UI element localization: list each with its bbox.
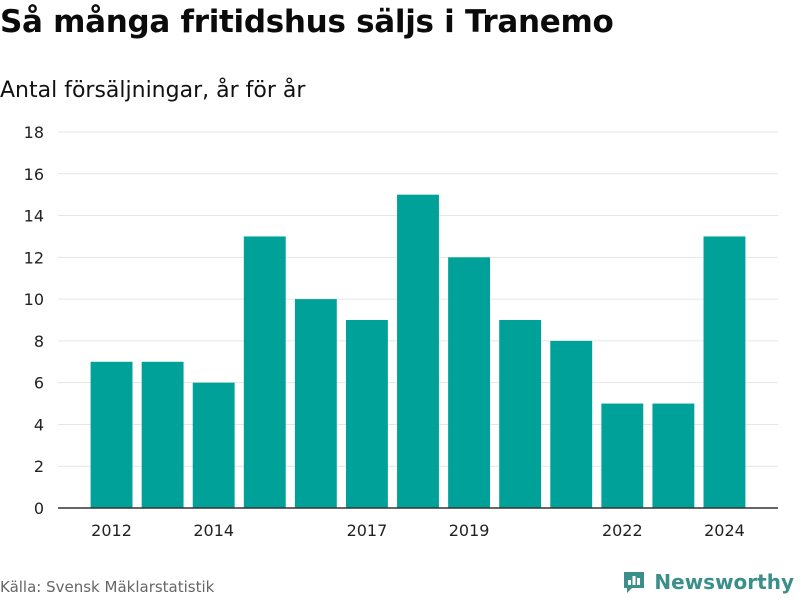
bar-2016 — [294, 299, 337, 508]
y-tick-label: 16 — [24, 165, 44, 184]
y-tick-label: 6 — [34, 374, 44, 393]
bar-2024 — [703, 236, 746, 508]
x-tick-label: 2022 — [602, 521, 643, 540]
x-tick-label: 2024 — [704, 521, 745, 540]
chart-subtitle: Antal försäljningar, år för år — [0, 78, 306, 103]
bar-chart: 0 2 4 6 8 10 12 14 16 18 2012 2014 2017 2019 2022 2024 — [24, 123, 778, 540]
source-note: Källa: Svensk Mäklarstatistik — [0, 578, 215, 596]
bar-2023 — [652, 403, 695, 508]
x-tick-label: 2019 — [449, 521, 490, 540]
bar-2019 — [448, 257, 491, 508]
y-tick-label: 10 — [24, 290, 44, 309]
bars — [90, 194, 746, 508]
bar-2015 — [243, 236, 286, 508]
bar-chart-speech-bubble-icon — [624, 572, 645, 593]
chart-title: Så många fritidshus säljs i Tranemo — [0, 4, 614, 40]
bar-2020 — [499, 320, 542, 508]
bar-2022 — [601, 403, 644, 508]
y-tick-label: 2 — [34, 457, 44, 476]
x-tick-label: 2012 — [91, 521, 132, 540]
bar-2018 — [397, 194, 439, 508]
y-tick-label: 14 — [24, 207, 44, 226]
y-tick-label: 8 — [34, 332, 44, 351]
y-tick-label: 18 — [24, 123, 44, 142]
bar-2012 — [90, 361, 133, 508]
bar-2014 — [192, 382, 235, 508]
bar-2017 — [345, 320, 388, 508]
y-tick-label: 12 — [24, 248, 44, 267]
x-tick-label: 2014 — [193, 521, 234, 540]
y-tick-label: 0 — [34, 499, 44, 518]
x-tick-label: 2017 — [347, 521, 388, 540]
axes: 0 2 4 6 8 10 12 14 16 18 2012 2014 2017 2019 2022 2024 — [24, 123, 778, 540]
bar-2021 — [550, 340, 593, 508]
y-tick-label: 4 — [34, 415, 44, 434]
brand-logo: Newsworthy — [622, 570, 794, 594]
bar-2013 — [141, 361, 184, 508]
brand-name: Newsworthy — [654, 570, 794, 594]
